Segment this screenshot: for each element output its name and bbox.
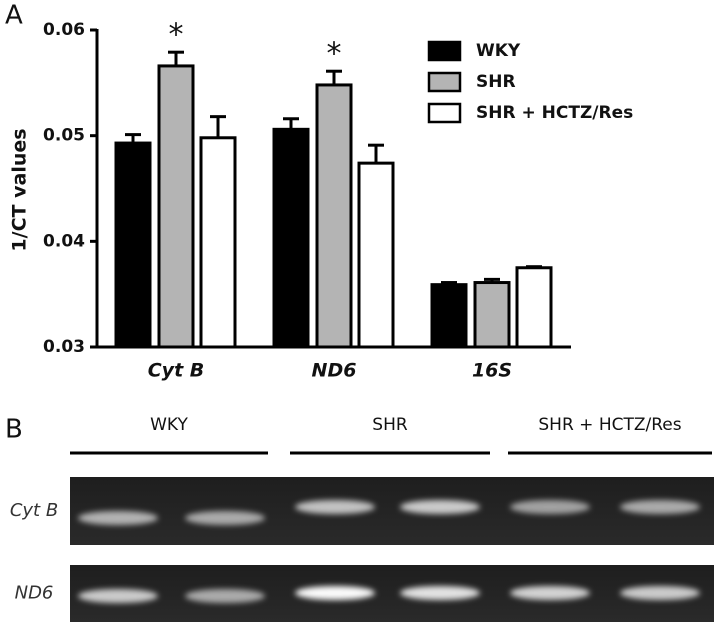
y-tick-label: 0.06	[43, 20, 85, 40]
bar	[315, 83, 353, 349]
gel-band	[620, 500, 700, 514]
gel-image	[70, 565, 714, 622]
row-label: ND6	[15, 583, 54, 604]
gel-band	[78, 589, 158, 603]
y-tick-label: 0.03	[43, 337, 85, 357]
legend-swatch	[427, 40, 462, 62]
x-tick-label: 16S	[472, 360, 512, 382]
group-header: SHR + HCTZ/Res	[538, 415, 681, 435]
bar	[199, 136, 237, 349]
legend-swatch	[427, 71, 462, 93]
bar	[157, 64, 195, 349]
bar	[515, 266, 553, 349]
gel-band	[400, 586, 480, 600]
bar	[473, 281, 511, 349]
gel-band	[295, 586, 375, 600]
gel-band	[400, 500, 480, 514]
significance-mark: *	[169, 18, 184, 53]
gel-band	[185, 511, 265, 525]
bar	[114, 141, 152, 349]
row-label: Cyt B	[10, 500, 58, 521]
gel-band	[510, 500, 590, 514]
significance-mark: *	[327, 37, 342, 72]
gel-image	[70, 477, 714, 545]
gel-panel: WKY SHR SHR + HCTZ/Res Cyt B ND6	[10, 415, 714, 622]
panel-label: B	[5, 415, 23, 445]
bar	[272, 127, 310, 349]
legend-label: SHR + HCTZ/Res	[476, 103, 633, 123]
bar	[430, 283, 468, 349]
legend-label: SHR	[476, 72, 516, 92]
bar	[357, 161, 395, 349]
y-tick-label: 0.04	[43, 231, 85, 251]
gel-band	[185, 589, 265, 603]
legend-swatch	[427, 102, 462, 124]
x-tick-label: Cyt B	[148, 360, 205, 382]
x-tick-label: ND6	[312, 360, 357, 382]
legend-label: WKY	[476, 41, 521, 61]
gel-band	[78, 511, 158, 525]
panel-label: A	[5, 1, 23, 31]
y-tick-label: 0.05	[43, 126, 85, 146]
y-axis-title: 1/CT values	[9, 128, 31, 251]
group-header: WKY	[150, 415, 188, 435]
group-header: SHR	[372, 415, 408, 435]
gel-band	[510, 586, 590, 600]
gel-band	[295, 500, 375, 514]
gel-band	[620, 586, 700, 600]
